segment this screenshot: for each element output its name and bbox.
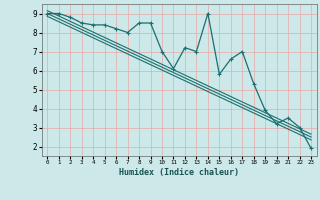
X-axis label: Humidex (Indice chaleur): Humidex (Indice chaleur) xyxy=(119,168,239,177)
